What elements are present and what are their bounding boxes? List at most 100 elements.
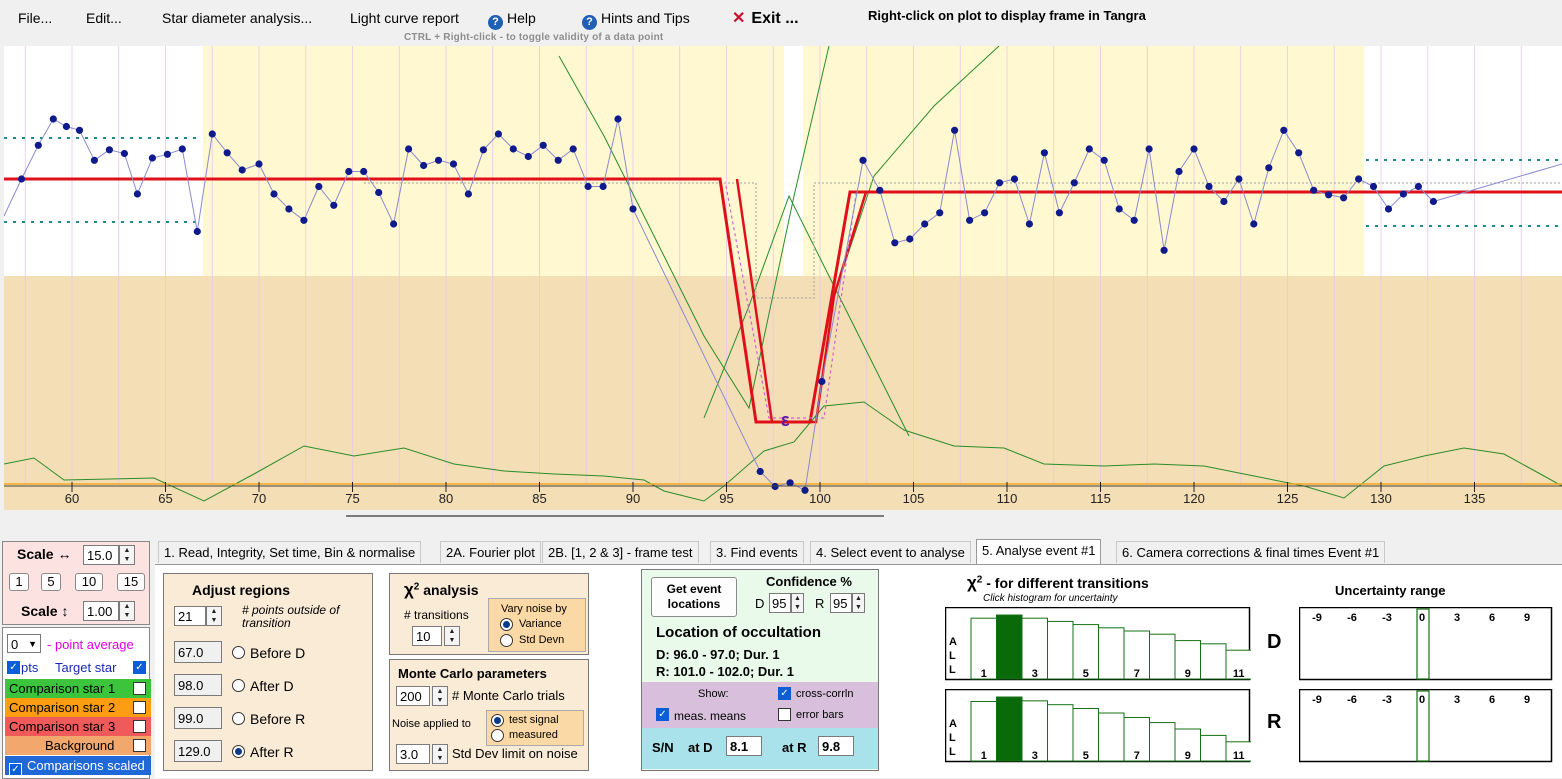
histogram-bar[interactable] [1047, 704, 1074, 762]
tab-find-events[interactable]: 3. Find events [710, 541, 804, 563]
data-point[interactable] [1250, 220, 1258, 228]
histogram-bar[interactable] [1174, 728, 1201, 762]
data-point[interactable] [995, 179, 1004, 187]
data-point[interactable] [1085, 145, 1093, 153]
data-point[interactable] [1160, 246, 1168, 254]
histogram-bar[interactable] [1021, 700, 1048, 762]
std-dev-limit-spinner[interactable]: ▲ ▼ [432, 744, 448, 764]
data-point[interactable] [315, 182, 323, 191]
tab-select-event[interactable]: 4. Select event to analyse [810, 541, 971, 563]
histogram-bar[interactable] [1174, 640, 1201, 680]
data-point[interactable] [62, 122, 70, 131]
tab-frame-test[interactable]: 2B. [1, 2 & 3] - frame test [542, 541, 699, 563]
vertical-scale-spinner[interactable]: ▲ ▼ [119, 601, 135, 621]
light-curve-plot[interactable]: 60 65 70 75 80 85 90 95 100 105 110 115 120 125 130 135… [3, 45, 1562, 510]
data-point[interactable] [49, 115, 57, 123]
std-dev-limit-input[interactable]: 3.0 [396, 744, 430, 764]
data-point[interactable] [921, 220, 929, 228]
get-event-locations-button[interactable]: Get event locations [651, 577, 737, 617]
data-point[interactable] [1130, 216, 1138, 224]
data-point[interactable] [801, 486, 809, 494]
data-point[interactable] [90, 156, 98, 164]
data-point[interactable] [208, 130, 216, 138]
data-point[interactable] [876, 186, 884, 194]
before-r-radio[interactable] [232, 712, 245, 725]
background-checkbox[interactable] [133, 739, 146, 752]
meas-means-checkbox[interactable]: ✓ [656, 708, 669, 721]
data-point[interactable] [193, 227, 201, 236]
data-point[interactable] [569, 145, 577, 153]
error-bars-checkbox[interactable] [778, 708, 791, 721]
histogram-bar[interactable] [1072, 624, 1099, 680]
data-point[interactable] [1295, 149, 1303, 157]
file-menu[interactable]: File... [18, 10, 53, 26]
data-point[interactable] [133, 190, 141, 198]
light-curve-report-menu[interactable]: Light curve report [350, 10, 459, 26]
points-checkbox[interactable]: ✓ [7, 661, 20, 674]
point-average-select[interactable]: 0 ▼ [7, 634, 41, 653]
histogram-bar[interactable] [1200, 734, 1227, 762]
comparison-star-3-checkbox[interactable] [133, 720, 146, 733]
data-point[interactable] [34, 141, 42, 149]
data-point[interactable] [1414, 182, 1422, 191]
data-point[interactable] [1100, 156, 1108, 164]
histogram-bar[interactable] [970, 617, 997, 680]
measured-radio[interactable] [491, 729, 504, 742]
data-point[interactable] [1310, 186, 1318, 194]
variance-radio[interactable] [500, 618, 513, 631]
vertical-scale-input[interactable]: 1.00 [83, 601, 119, 621]
splitter-handle[interactable] [346, 515, 884, 517]
data-point[interactable] [584, 182, 592, 191]
data-point[interactable] [479, 146, 487, 154]
data-point[interactable] [1325, 191, 1333, 199]
comparison-star-1-checkbox[interactable] [133, 682, 146, 695]
data-point[interactable] [906, 235, 914, 243]
data-point[interactable] [1220, 197, 1228, 206]
data-point[interactable] [1340, 194, 1348, 202]
scale-preset-10[interactable]: 10 [75, 573, 103, 591]
data-point[interactable] [509, 145, 517, 153]
data-point[interactable] [434, 156, 443, 164]
points-outside-input[interactable]: 21 [174, 606, 206, 626]
help-menu[interactable]: ? Help [488, 10, 536, 30]
data-point[interactable] [1429, 197, 1437, 206]
data-point[interactable] [756, 467, 764, 476]
comparison-star-2-checkbox[interactable] [133, 701, 146, 714]
before-d-radio[interactable] [232, 646, 245, 659]
data-point[interactable] [1235, 175, 1243, 183]
horizontal-scale-spinner[interactable]: ▲ ▼ [119, 545, 135, 565]
histogram-bar[interactable] [1225, 741, 1251, 762]
data-point[interactable] [163, 150, 171, 158]
data-point[interactable] [449, 160, 458, 168]
data-point[interactable] [464, 190, 472, 198]
data-point[interactable] [345, 167, 353, 176]
data-point[interactable] [1384, 205, 1393, 213]
data-point[interactable] [1369, 182, 1378, 191]
data-point[interactable] [859, 156, 867, 164]
histogram-bar[interactable] [1123, 716, 1150, 762]
data-point[interactable] [360, 167, 368, 176]
confidence-d-input[interactable]: 95 [769, 593, 791, 613]
data-point[interactable] [891, 239, 899, 247]
std-devn-radio[interactable] [500, 634, 513, 647]
data-point[interactable] [1070, 179, 1078, 187]
after-r-radio[interactable] [232, 745, 245, 758]
hints-menu[interactable]: ? Hints and Tips [582, 10, 690, 30]
star-diameter-menu[interactable]: Star diameter analysis... [162, 10, 313, 26]
test-signal-radio[interactable] [491, 714, 504, 727]
histogram-bar[interactable] [1149, 633, 1176, 680]
tab-read-integrity[interactable]: 1. Read, Integrity, Set time, Bin & norm… [158, 541, 422, 563]
data-point[interactable] [238, 166, 246, 174]
data-point[interactable] [1115, 205, 1123, 213]
data-point[interactable] [285, 205, 293, 213]
histogram-bar[interactable] [1047, 620, 1074, 680]
light-curve-svg[interactable]: 60 65 70 75 80 85 90 95 100 105 110 115 120 125 130 135… [3, 45, 1562, 510]
comparisons-scaled-checkbox[interactable]: ✓ [9, 763, 22, 775]
data-point[interactable] [420, 161, 428, 170]
data-point[interactable] [375, 188, 383, 197]
data-point[interactable] [1399, 190, 1407, 198]
tab-analyse-event[interactable]: 5. Analyse event #1 [976, 539, 1102, 565]
data-point[interactable] [936, 209, 944, 217]
data-point[interactable] [17, 175, 26, 183]
horizontal-scale-input[interactable]: 15.0 [83, 545, 119, 565]
